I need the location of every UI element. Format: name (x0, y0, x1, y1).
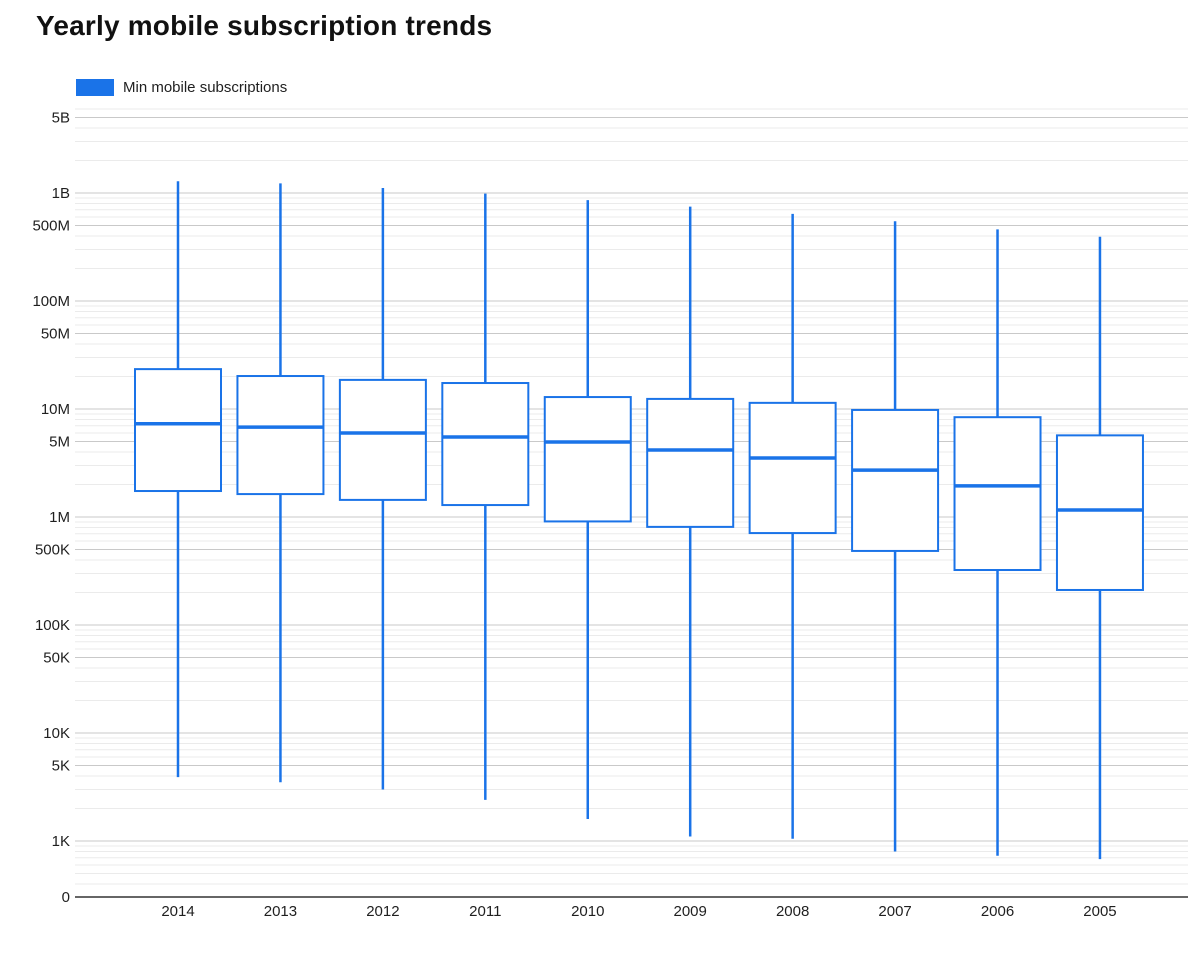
iqr-box[interactable] (851, 408, 940, 552)
y-axis-tick-label: 10K (43, 725, 70, 742)
box-whisker-2012[interactable] (338, 188, 427, 790)
y-axis-tick-label: 50M (41, 326, 70, 343)
box-whisker-2011[interactable] (441, 193, 530, 800)
y-axis-tick-label: 1B (52, 185, 70, 202)
x-axis-year-label: 2010 (571, 903, 604, 920)
box-whisker-2006[interactable] (953, 229, 1042, 856)
x-axis-year-label: 2013 (264, 903, 297, 920)
iqr-box[interactable] (543, 396, 632, 523)
y-axis-tick-label: 1M (49, 509, 70, 526)
box-whisker-2005[interactable] (1055, 236, 1144, 860)
iqr-box[interactable] (953, 416, 1042, 572)
x-axis-year-label: 2005 (1083, 903, 1116, 920)
x-axis-year-label: 2014 (161, 903, 194, 920)
y-axis-tick-label: 50K (43, 650, 70, 667)
y-axis-tick-label: 5B (52, 110, 70, 127)
y-axis-tick-label: 100M (32, 293, 70, 310)
iqr-box[interactable] (748, 401, 837, 535)
iqr-box[interactable] (236, 375, 325, 496)
y-axis-tick-label: 5K (52, 758, 70, 775)
x-axis-year-label: 2007 (878, 903, 911, 920)
box-whisker-2008[interactable] (748, 213, 837, 839)
legend-label: Min mobile subscriptions (123, 79, 288, 96)
y-axis-tick-label: 1K (52, 833, 70, 850)
box-whisker-2009[interactable] (646, 206, 735, 837)
x-axis-year-label: 2012 (366, 903, 399, 920)
y-axis-tick-label: 0 (62, 889, 70, 906)
y-axis-tick-label: 100K (35, 617, 70, 634)
y-axis-tick-label: 10M (41, 401, 70, 418)
y-axis-tick-label: 5M (49, 434, 70, 451)
box-whisker-2013[interactable] (236, 183, 325, 783)
x-axis-year-label: 2011 (469, 903, 501, 920)
iqr-box[interactable] (441, 382, 530, 507)
x-axis-year-label: 2009 (674, 903, 707, 920)
x-axis-year-label: 2006 (981, 903, 1014, 920)
legend: Min mobile subscriptions (76, 79, 287, 96)
y-axis-tick-label: 500K (35, 542, 70, 559)
iqr-box[interactable] (1055, 434, 1144, 591)
x-axis-year-label: 2008 (776, 903, 809, 920)
box-whisker-2010[interactable] (543, 200, 632, 819)
box-whisker-2014[interactable] (134, 181, 222, 778)
iqr-box[interactable] (646, 397, 735, 528)
iqr-box[interactable] (134, 368, 222, 493)
y-axis-tick-label: 500M (32, 218, 70, 235)
chart-title: Yearly mobile subscription trends (36, 10, 493, 41)
legend-swatch (76, 79, 114, 96)
iqr-box[interactable] (338, 378, 427, 501)
box-whisker-2007[interactable] (851, 221, 940, 852)
